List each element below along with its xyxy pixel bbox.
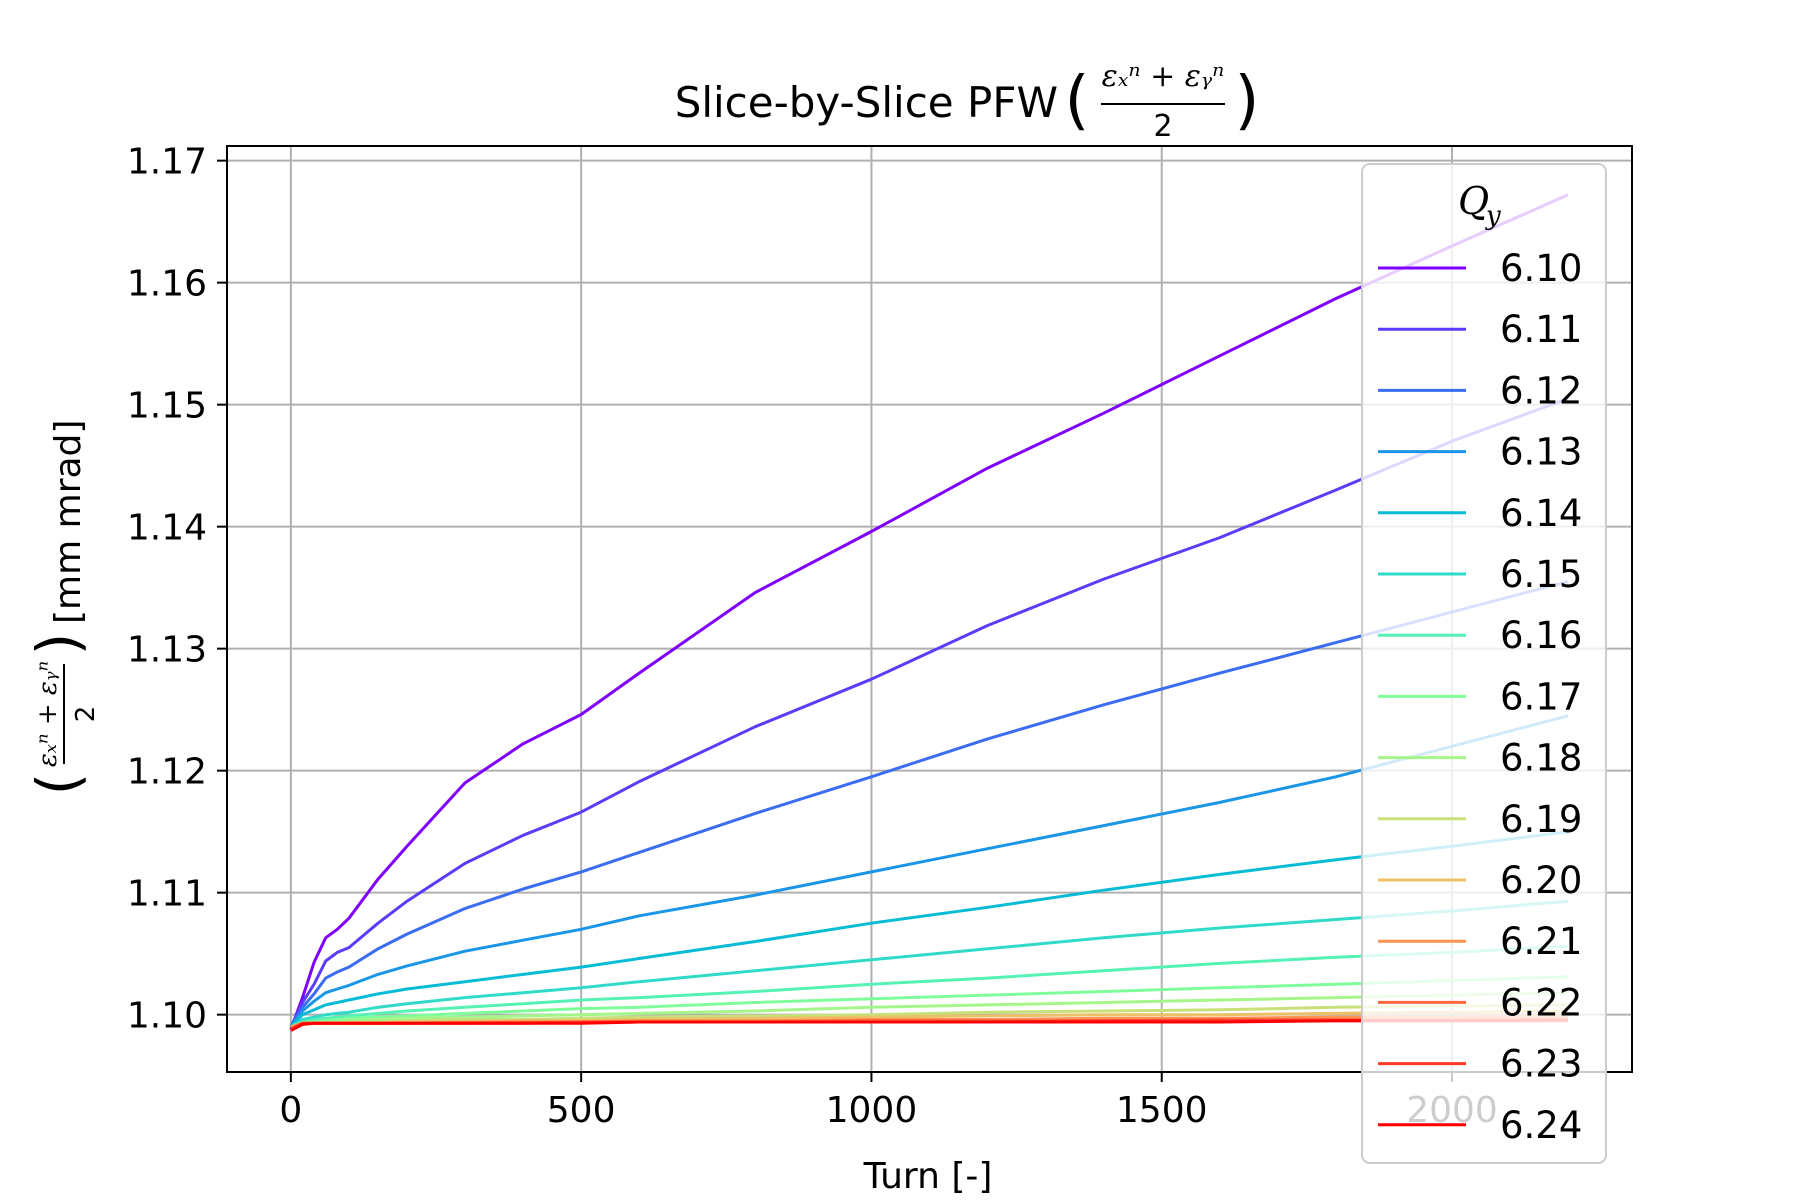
legend-label-6.19: 6.19 <box>1500 798 1582 841</box>
legend-label-6.14: 6.14 <box>1500 492 1582 535</box>
y-axis-ticks: 1.10 1.11 1.12 1.13 1.14 1.15 1.16 1.17 <box>127 142 227 1037</box>
series-line-6.14 <box>289 830 1569 1028</box>
legend-label-6.23: 6.23 <box>1500 1043 1582 1086</box>
ylabel-denominator: 2 <box>71 706 101 723</box>
chart-title: Slice-by-Slice PFW ( εₓⁿ + εᵧⁿ 2 ) <box>675 59 1260 144</box>
title-lparen: ( <box>1065 64 1090 138</box>
legend-box <box>1361 163 1607 1164</box>
ylabel-lparen: ( <box>24 773 92 796</box>
series-line-6.13 <box>289 714 1569 1028</box>
legend-label-6.20: 6.20 <box>1500 859 1582 902</box>
plot-frame <box>226 145 1633 1073</box>
title-rparen: ) <box>1235 64 1260 138</box>
legend-label-6.22: 6.22 <box>1500 981 1582 1024</box>
legend-label-6.11: 6.11 <box>1500 308 1582 351</box>
series-line-6.24 <box>290 1019 1569 1032</box>
legend-title: Q <box>1458 179 1489 223</box>
legend-label-6.21: 6.21 <box>1500 920 1582 963</box>
ylabel-units: [mm mrad] <box>48 420 89 624</box>
y-tick-label: 1.10 <box>127 996 207 1037</box>
y-tick-label: 1.12 <box>127 752 207 793</box>
y-tick-label: 1.16 <box>127 264 207 305</box>
title-denominator: 2 <box>1153 109 1172 144</box>
y-tick-label: 1.14 <box>127 508 207 549</box>
y-tick-label: 1.17 <box>127 142 207 183</box>
x-tick-label: 1500 <box>1116 1090 1208 1131</box>
legend-label-6.18: 6.18 <box>1500 737 1582 780</box>
legend-label-6.15: 6.15 <box>1500 553 1582 596</box>
y-tick-label: 1.15 <box>127 386 207 427</box>
series-line-6.16 <box>290 944 1569 1029</box>
legend-label-6.24: 6.24 <box>1500 1104 1582 1147</box>
legend-label-6.13: 6.13 <box>1500 431 1582 474</box>
legend-label-6.10: 6.10 <box>1500 247 1582 290</box>
title-text: Slice-by-Slice PFW <box>675 78 1058 127</box>
series-line-6.10 <box>289 193 1569 1030</box>
series-lines <box>289 193 1569 1032</box>
series-line-6.15 <box>290 899 1569 1029</box>
ylabel-rparen: ) <box>24 633 92 656</box>
legend-items: 6.10 6.11 6.12 6.13 6.14 6.15 6.16 6.17 6.18 6.19… <box>1378 247 1582 1147</box>
x-axis-label: Turn [-] <box>863 1156 993 1197</box>
legend-label-6.17: 6.17 <box>1500 675 1582 718</box>
title-numerator: εₓⁿ + εᵧⁿ <box>1102 59 1225 94</box>
legend: Q y 6.10 6.11 6.12 6.13 6.14 6.15 6.16 6.17 6.18… <box>1361 163 1607 1164</box>
series-line-6.12 <box>289 580 1569 1028</box>
legend-title-sub: y <box>1485 201 1501 231</box>
x-tick-label: 1000 <box>826 1090 918 1131</box>
x-tick-label: 500 <box>547 1090 616 1131</box>
x-tick-label: 0 <box>279 1090 302 1131</box>
series-line-6.11 <box>289 397 1569 1028</box>
y-axis-label: ( εₓⁿ + εᵧⁿ 2 ) [mm mrad] <box>24 420 101 796</box>
ylabel-numerator: εₓⁿ + εᵧⁿ <box>33 661 63 767</box>
y-tick-label: 1.13 <box>127 630 207 671</box>
legend-label-6.16: 6.16 <box>1500 614 1582 657</box>
y-tick-label: 1.11 <box>127 874 207 915</box>
legend-label-6.12: 6.12 <box>1500 369 1582 412</box>
